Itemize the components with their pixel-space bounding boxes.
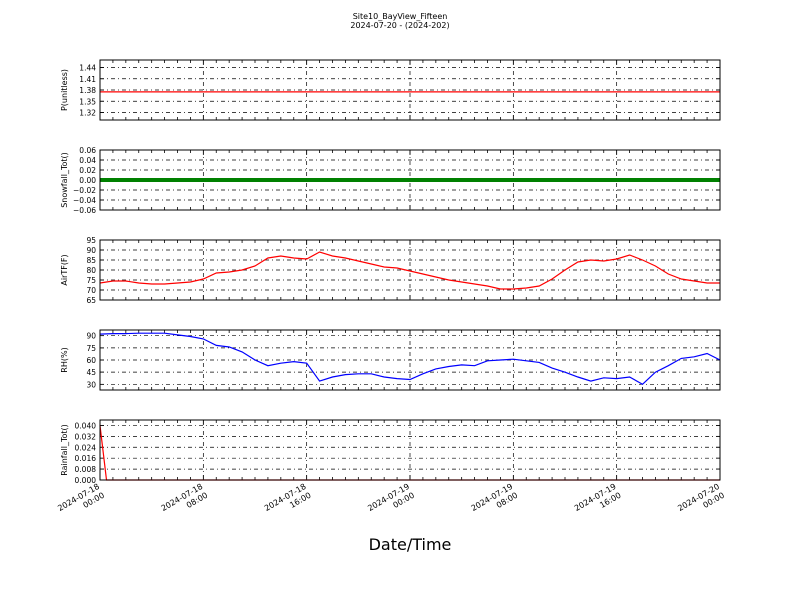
y-tick-label: 1.32 (79, 109, 96, 118)
y-tick-label: 1.38 (79, 86, 96, 95)
series-line (99, 332, 721, 386)
y-tick-label: 30 (86, 380, 96, 389)
plot-frame (99, 239, 721, 301)
y-tick-label: 0.016 (75, 454, 97, 463)
panel-5: 0.040 0.032 0.024 0.016 0.008 0.000 Rainfall_T… (60, 419, 721, 485)
y-tick-label: 1.44 (79, 64, 96, 73)
panel-2: 0.060.040.020.00−0.02−0.04−0.06 Snowfall_… (60, 146, 721, 215)
y-tick-label: 1.35 (79, 97, 96, 106)
y-tick-label: −0.06 (73, 206, 96, 215)
grid-lines (99, 420, 721, 481)
y-tick-label: 95 (86, 236, 96, 245)
panel-4: 90 75 60 45 30 RH(%) (60, 329, 721, 391)
chart-subtitle: 2024-07-20 - (2024-202) (350, 21, 449, 30)
grid-lines (99, 330, 721, 390)
y-tick-label: 60 (86, 356, 96, 365)
x-axis-label: Date/Time (369, 535, 452, 554)
y-tick-label: 75 (86, 344, 96, 353)
y-tick-label: 80 (86, 266, 96, 275)
y-axis-label: P(unitless) (60, 69, 69, 111)
y-tick-label: 1.41 (79, 75, 96, 84)
y-tick-label: 85 (86, 256, 96, 265)
series-line (99, 251, 720, 290)
plot-frame (99, 329, 721, 391)
y-tick-label: 0.024 (75, 443, 97, 452)
x-tick-label: 2024-07-1908:00 (470, 482, 520, 522)
y-axis-label: RH(%) (60, 347, 69, 372)
x-tick-label: 2024-07-1816:00 (263, 482, 313, 522)
panel-1: 1.44 1.41 1.38 1.35 1.32 P(unitless) (60, 59, 721, 121)
y-tick-label: 90 (86, 246, 96, 255)
y-tick-label: 0.032 (75, 432, 97, 441)
chart-title: Site10_BayView_Fifteen (353, 12, 448, 21)
plot-frame (99, 149, 721, 211)
plot-frame (99, 419, 721, 481)
y-tick-label: 0.04 (79, 156, 96, 165)
y-tick-label: 0.00 (79, 176, 96, 185)
x-tick-label: 2024-07-2000:00 (676, 482, 726, 522)
y-tick-label: 45 (86, 368, 96, 377)
y-axis-label: Snowfall_Tot() (60, 152, 69, 208)
x-tick-label: 2024-07-1916:00 (573, 482, 623, 522)
y-tick-label: 0.06 (79, 146, 96, 155)
y-tick-label: 0.02 (79, 166, 96, 175)
grid-lines (99, 60, 721, 120)
y-tick-label: −0.04 (73, 196, 96, 205)
x-tick-label: 2024-07-1808:00 (160, 482, 210, 522)
y-tick-label: 90 (86, 332, 96, 341)
grid-lines (99, 239, 721, 301)
y-tick-label: 75 (86, 276, 96, 285)
panels: 1.441.411.381.351.32P(unitless)0.060.040… (60, 59, 721, 485)
x-tick-label: 2024-07-1800:00 (56, 482, 106, 522)
y-tick-label: 70 (86, 286, 96, 295)
plot-frame (99, 59, 721, 121)
y-tick-label: 0.008 (75, 465, 97, 474)
y-tick-label: 0.040 (75, 421, 97, 430)
y-axis-label: AirTF(F) (60, 254, 69, 285)
y-tick-label: 65 (86, 296, 96, 305)
y-tick-label: 0.000 (75, 476, 97, 485)
x-tick-label: 2024-07-1900:00 (366, 482, 416, 522)
y-tick-label: −0.02 (73, 186, 96, 195)
y-axis-label: Rainfall_Tot() (60, 424, 69, 476)
x-tick-labels: 2024-07-1800:00 2024-07-1808:00 2024-07-18… (56, 482, 726, 522)
